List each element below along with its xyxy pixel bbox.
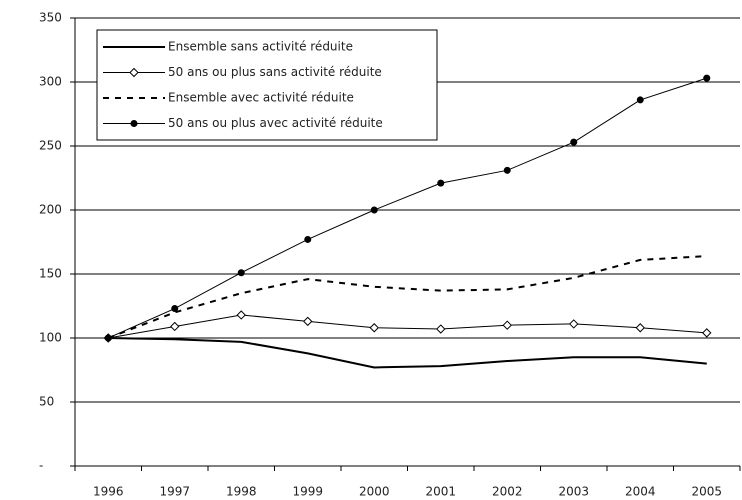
marker <box>503 166 511 174</box>
marker <box>171 305 179 313</box>
y-tick-label: - <box>39 459 43 473</box>
marker <box>104 334 112 342</box>
marker <box>569 319 579 329</box>
marker <box>370 206 378 214</box>
marker <box>369 323 379 333</box>
series-line <box>108 314 707 339</box>
marker <box>170 321 180 332</box>
y-tick-label: 300 <box>39 75 62 89</box>
marker <box>702 328 712 338</box>
legend: Ensemble sans activité réduite 50 ans ou … <box>96 29 438 141</box>
x-tick-label: 2005 <box>691 485 722 499</box>
x-tick-label: 2004 <box>625 485 656 499</box>
x-tick-label: 1996 <box>93 485 124 499</box>
legend-box <box>96 29 438 141</box>
marker <box>436 324 446 334</box>
series-line <box>108 77 707 339</box>
marker <box>703 74 711 82</box>
marker <box>303 316 313 327</box>
legend-marker <box>129 67 139 78</box>
legend-label: 50 ans ou plus sans activité réduite <box>168 65 382 79</box>
y-tick-label: 200 <box>39 203 62 217</box>
marker <box>502 320 512 330</box>
marker <box>304 235 312 243</box>
x-tick-label: 1999 <box>292 485 323 499</box>
x-tick-label: 1997 <box>159 485 190 499</box>
legend-marker <box>130 120 138 127</box>
x-tick-label: 1998 <box>226 485 257 499</box>
x-tick-label: 2002 <box>492 485 523 499</box>
marker <box>236 310 246 320</box>
y-tick-label: 100 <box>39 331 62 345</box>
marker <box>570 138 578 146</box>
legend-label: Ensemble sans activité réduite <box>168 40 353 54</box>
y-tick-label: 250 <box>39 139 62 153</box>
y-tick-label: 350 <box>39 11 62 25</box>
marker <box>437 179 445 187</box>
y-tick-label: 150 <box>39 267 62 281</box>
marker <box>636 96 644 104</box>
legend-label: 50 ans ou plus avec activité réduite <box>168 116 383 130</box>
series-line <box>108 337 707 369</box>
marker <box>237 269 245 277</box>
y-tick-label: 50 <box>39 395 54 409</box>
marker <box>635 323 645 333</box>
x-tick-label: 2001 <box>425 485 456 499</box>
x-tick-label: 2003 <box>558 485 589 499</box>
x-tick-label: 2000 <box>359 485 390 499</box>
series-line <box>107 255 707 339</box>
legend-label: Ensemble avec activité réduite <box>168 91 354 105</box>
